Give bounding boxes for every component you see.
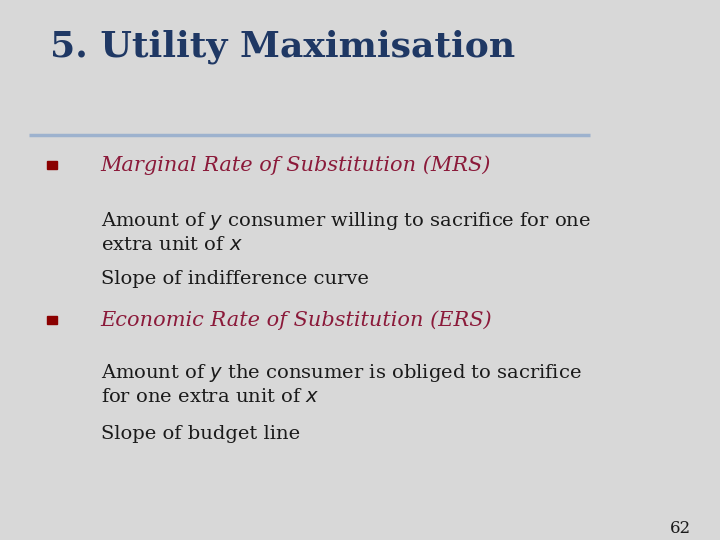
Text: 5. Utility Maximisation: 5. Utility Maximisation (50, 30, 516, 64)
Bar (47, 316, 57, 323)
Text: Marginal Rate of Substitution (MRS): Marginal Rate of Substitution (MRS) (101, 155, 491, 175)
Text: extra unit of $x$: extra unit of $x$ (101, 236, 243, 254)
Text: Slope of budget line: Slope of budget line (101, 425, 300, 443)
Text: Amount of $y$ the consumer is obliged to sacrifice: Amount of $y$ the consumer is obliged to… (101, 362, 581, 384)
Text: for one extra unit of $x$: for one extra unit of $x$ (101, 388, 319, 406)
Text: Economic Rate of Substitution (ERS): Economic Rate of Substitution (ERS) (101, 310, 492, 330)
Text: Slope of indifference curve: Slope of indifference curve (101, 270, 369, 288)
Text: 62: 62 (670, 520, 691, 537)
Bar (47, 161, 57, 168)
Text: Amount of $y$ consumer willing to sacrifice for one: Amount of $y$ consumer willing to sacrif… (101, 210, 591, 232)
